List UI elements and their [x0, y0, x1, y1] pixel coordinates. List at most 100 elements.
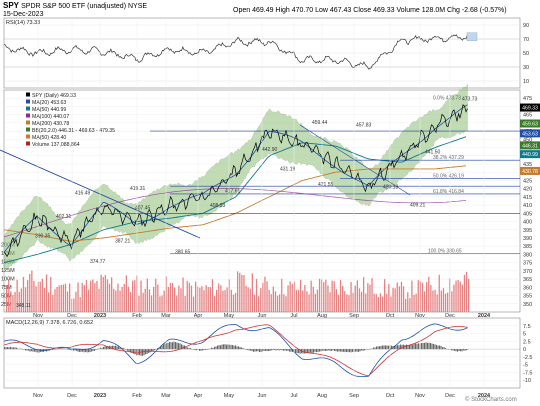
macd-histogram-bar — [383, 345, 385, 350]
macd-histogram-bar — [361, 349, 363, 351]
macd-histogram-bar — [95, 349, 97, 350]
macd-tick-label: -7.5 — [523, 370, 532, 376]
macd-histogram-bar — [307, 349, 309, 354]
macd-histogram-bar — [352, 349, 354, 352]
price-tick-label: 450 — [523, 137, 532, 143]
volume-bar — [251, 273, 253, 312]
rsi-tick-label: 10 — [523, 79, 529, 85]
macd-histogram-bar — [442, 347, 444, 350]
macd-histogram-bar — [376, 346, 378, 350]
volume-bar — [52, 295, 54, 312]
volume-bar — [360, 291, 363, 312]
volume-bar — [415, 293, 417, 312]
macd-histogram-bar — [128, 349, 130, 352]
macd-histogram-bar — [233, 345, 235, 350]
volume-bar — [453, 284, 455, 312]
x-month-label: Oct — [386, 313, 395, 319]
volume-bar — [402, 286, 405, 312]
macd-histogram-bar — [31, 349, 33, 352]
macd-histogram-bar — [319, 349, 321, 352]
price-annotation-label: 390.35 — [35, 233, 51, 239]
volume-bar — [348, 295, 350, 312]
macd-histogram-bar — [326, 349, 328, 351]
volume-bar — [279, 294, 281, 312]
macd-histogram-bar — [122, 347, 124, 350]
volume-bar — [321, 279, 323, 312]
volume-bar — [331, 280, 333, 312]
x-month-label: Aug — [317, 313, 327, 319]
macd-histogram-bar — [299, 349, 301, 354]
volume-bar — [81, 282, 83, 312]
macd-histogram-bar — [130, 349, 132, 353]
price-tick-label: 380 — [523, 252, 532, 258]
right-axis-tag — [520, 119, 540, 128]
macd-histogram-bar — [167, 342, 169, 350]
macd-histogram-bar — [265, 349, 267, 351]
macd-histogram-bar — [218, 345, 220, 350]
macd-histogram-bar — [386, 345, 388, 350]
volume-bar — [96, 280, 98, 312]
volume-bar — [119, 290, 121, 312]
macd-histogram-bar — [236, 346, 238, 350]
macd-histogram-bar — [136, 349, 138, 356]
fib-label: 61.8% 416.84 — [433, 189, 464, 195]
macd-histogram-bar — [410, 344, 412, 350]
macd-histogram-bar — [394, 345, 396, 350]
macd-histogram-bar — [221, 344, 223, 350]
macd-histogram-bar — [199, 349, 201, 351]
macd-histogram-bar — [142, 349, 144, 356]
macd-histogram-bar — [434, 344, 436, 350]
legend-entry: MA(100) 440.07 — [32, 114, 69, 120]
watermark: © StockCharts.com — [465, 397, 517, 403]
volume-bar — [153, 286, 155, 312]
price-annotation-label: 348.11 — [16, 303, 31, 309]
volume-bar — [272, 286, 274, 312]
legend-entry: MA(50) 440.99 — [32, 107, 66, 113]
macd-histogram-bar — [238, 346, 240, 350]
volume-bar — [230, 289, 232, 312]
macd-histogram-bar — [89, 349, 91, 353]
rsi-tick-label: 30 — [523, 65, 529, 71]
macd-histogram-bar — [358, 349, 360, 352]
x-month-label: Jun — [258, 393, 267, 399]
volume-bar — [10, 291, 12, 312]
macd-histogram-bar — [245, 349, 247, 350]
macd-histogram-bar — [4, 347, 6, 350]
macd-histogram-bar — [388, 345, 390, 350]
right-axis-tag — [520, 150, 540, 159]
macd-histogram-bar — [86, 349, 88, 353]
x-month-label: Mar — [161, 393, 171, 399]
volume-bar — [390, 296, 392, 312]
volume-bar — [381, 296, 384, 312]
volume-bar — [268, 289, 270, 312]
fib-label: 50.0% 426.19 — [433, 173, 464, 179]
volume-bar — [56, 286, 58, 312]
macd-histogram-bar — [365, 349, 367, 350]
macd-histogram-bar — [278, 349, 280, 351]
macd-histogram-bar — [229, 344, 231, 350]
right-axis-tag-label: 440.99 — [522, 152, 538, 158]
macd-histogram-bar — [377, 346, 379, 350]
volume-bar — [409, 298, 411, 312]
macd-histogram-bar — [164, 343, 166, 350]
volume-bar — [379, 293, 382, 312]
macd-histogram-bar — [100, 347, 102, 350]
macd-histogram-bar — [316, 349, 318, 353]
macd-histogram-bar — [85, 349, 87, 352]
legend-entry: MA(20) 453.63 — [32, 100, 66, 106]
volume-bar — [159, 296, 161, 312]
volume-bar — [35, 286, 37, 312]
macd-histogram-bar — [382, 345, 384, 350]
volume-bar — [358, 288, 361, 312]
macd-histogram-bar — [76, 349, 78, 351]
macd-histogram-bar — [91, 349, 93, 352]
volume-bar — [29, 273, 31, 312]
macd-histogram-bar — [110, 345, 112, 350]
macd-histogram-bar — [125, 349, 127, 350]
x-month-label: Sep — [349, 393, 359, 399]
volume-bar — [300, 279, 302, 312]
volume-bar — [113, 288, 115, 312]
macd-histogram-bar — [355, 349, 357, 352]
